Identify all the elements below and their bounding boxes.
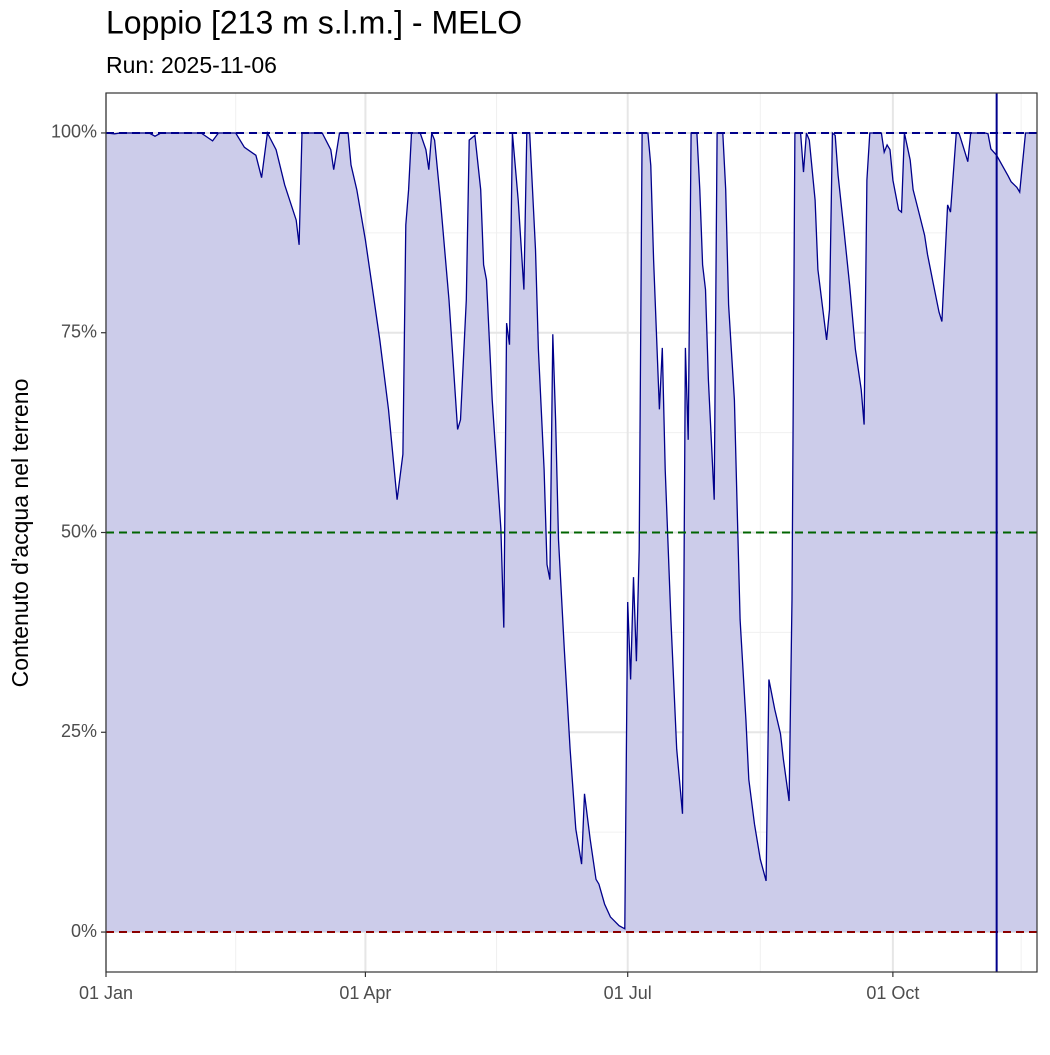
area xyxy=(106,133,1037,933)
x-tick-label: 01 Oct xyxy=(866,983,919,1003)
y-tick-label: 25% xyxy=(61,721,97,741)
y-tick-label: 50% xyxy=(61,521,97,541)
y-axis-label: Contenuto d'acqua nel terreno xyxy=(7,379,33,688)
line xyxy=(106,130,1037,930)
x-tick-label: 01 Apr xyxy=(339,983,391,1003)
y-tick-label: 0% xyxy=(71,921,97,941)
chart-subtitle: Run: 2025-11-06 xyxy=(106,52,277,78)
x-tick-label: 01 Jan xyxy=(79,983,133,1003)
x-tick-label: 01 Jul xyxy=(604,983,652,1003)
y-tick-label: 100% xyxy=(51,122,97,142)
y-tick-label: 75% xyxy=(61,321,97,341)
chart-title: Loppio [213 m s.l.m.] - MELO xyxy=(106,4,522,40)
